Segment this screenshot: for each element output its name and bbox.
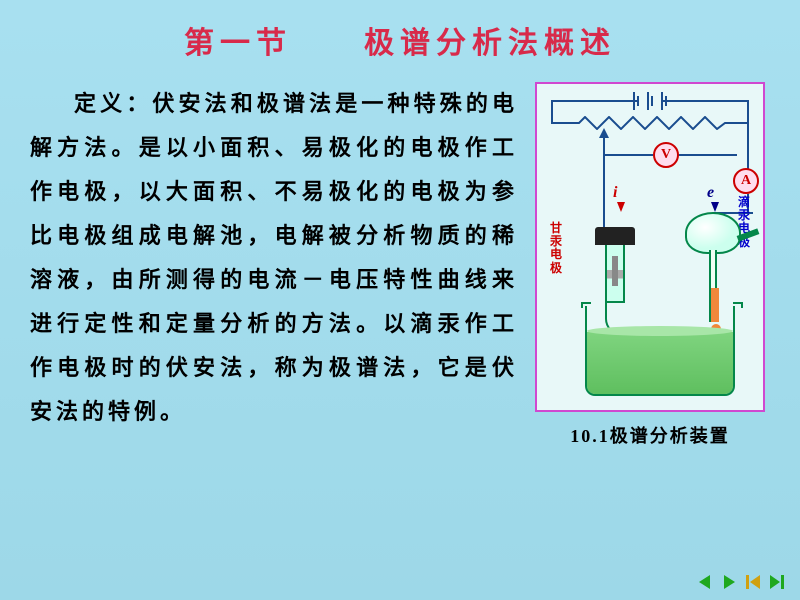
voltmeter-label: V	[661, 147, 671, 163]
wire	[747, 100, 749, 122]
slide: 第一节 极谱分析法概述 定义：伏安法和极谱法是一种特殊的电解方法。是以小面积、易…	[0, 0, 800, 600]
wire	[747, 122, 749, 172]
wire	[551, 100, 553, 122]
wire	[603, 154, 605, 228]
wire	[603, 136, 605, 154]
beaker-icon	[585, 306, 735, 396]
voltage-label: e	[707, 184, 714, 202]
nav-button-group	[694, 572, 788, 592]
arrow-down-icon	[617, 202, 625, 212]
content-row: 定义：伏安法和极谱法是一种特殊的电解方法。是以小面积、易极化的电极作工作电极，以…	[30, 82, 770, 448]
next-button[interactable]	[718, 572, 740, 592]
rheostat-icon	[567, 116, 737, 130]
figure-caption: 10.1极谱分析装置	[570, 422, 730, 448]
arrow-down-icon	[711, 202, 719, 212]
current-label: i	[613, 184, 617, 202]
beaker-lip-icon	[733, 302, 743, 308]
wire	[551, 122, 569, 124]
slide-title: 第一节 极谱分析法概述	[30, 18, 770, 62]
voltmeter-icon: V	[653, 142, 679, 168]
ammeter-label: A	[741, 173, 751, 189]
prev-button[interactable]	[694, 572, 716, 592]
wire	[663, 100, 749, 102]
first-button[interactable]	[742, 572, 764, 592]
last-button[interactable]	[766, 572, 788, 592]
dme-reservoir-icon	[685, 212, 741, 254]
polarography-apparatus-diagram: V A i e 甘汞电极 滴汞电极	[535, 82, 765, 412]
figure-column: V A i e 甘汞电极 滴汞电极	[530, 82, 770, 448]
sce-cap-icon	[595, 227, 635, 245]
wire	[677, 154, 737, 156]
ammeter-icon: A	[733, 168, 759, 194]
battery-icon	[633, 92, 667, 110]
wire	[603, 154, 653, 156]
beaker-lip-icon	[581, 302, 591, 308]
body-text: 定义：伏安法和极谱法是一种特殊的电解方法。是以小面积、易极化的电极作工作电极，以…	[30, 82, 518, 448]
wire	[551, 100, 637, 102]
calomel-electrode-label: 甘汞电极	[547, 222, 565, 275]
sce-inner-icon	[612, 256, 618, 286]
